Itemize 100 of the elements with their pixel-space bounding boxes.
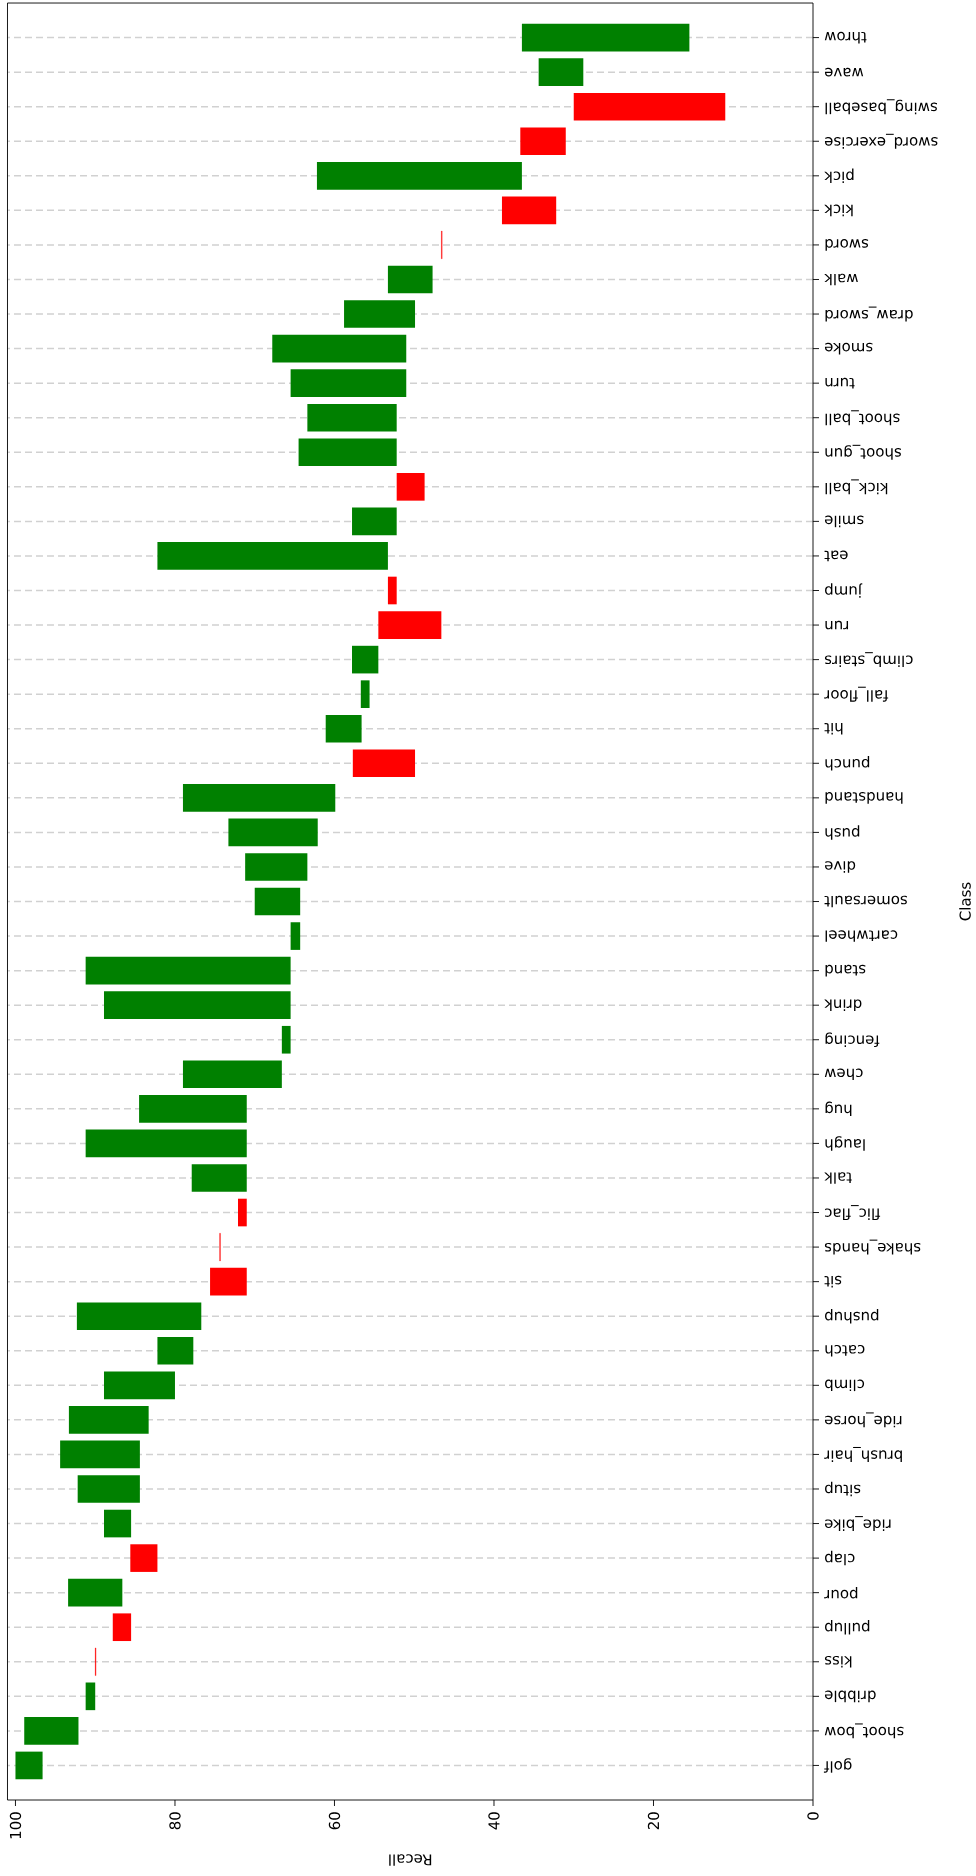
y-tick-label: shoot_bow [824,1723,904,1739]
y-tick-label: cartwheel [825,930,898,942]
y-tick-label: dribble [824,1690,876,1703]
bar [68,1406,149,1434]
bar [307,403,397,432]
bar [24,1717,79,1745]
y-tick-label: somersault [824,895,907,908]
bar [325,714,362,743]
x-tick-label: 40 [488,1812,500,1830]
bar [521,23,690,52]
bar [538,58,584,86]
bar [520,127,566,156]
y-tick-label: golf [823,1758,852,1773]
bar [237,1198,247,1227]
bar [396,473,425,501]
bar [103,1509,132,1538]
y-tick-label: walk [824,273,858,286]
bar [352,507,397,536]
bar [298,438,397,467]
y-tick-label: kick [824,204,853,217]
y-tick-label: wave [824,67,864,77]
bar [103,1371,175,1400]
y-tick-label: shoot_ball [825,410,900,426]
y-tick-label: jump [825,583,863,598]
bar [344,300,416,328]
y-tick-label: climb [825,1379,865,1392]
bar [245,853,308,881]
bar [387,265,433,294]
y-tick-label: pour [824,1586,858,1599]
bar [290,369,407,397]
bar [378,611,442,639]
y-tick-label: kiss [824,1655,852,1668]
bar [157,542,388,570]
y-tick-label: run [825,620,849,630]
bar [76,1302,202,1331]
y-tick-label: climb_stairs [824,652,913,668]
x-tick-label: 100 [9,1812,22,1839]
bar [387,576,397,605]
y-tick-label: situp [825,1481,861,1497]
y-tick-label: laugh [825,1136,865,1151]
bar [352,749,416,778]
y-tick-label: catch [825,1344,865,1357]
bar [85,956,291,985]
y-tick-label: punch [825,756,870,771]
y-tick-label: shoot_gun [825,444,901,460]
y-tick-label: pullup [825,1619,870,1635]
y-tick-label: fall_floor [824,686,889,702]
y-tick-label: hug [825,1101,852,1117]
y-tick-label: shake_hands [824,1239,921,1255]
y-tick-label: sit [824,1275,842,1288]
y-axis-title: Class [959,882,971,921]
y-tick-label: eat [824,550,848,562]
bar [60,1440,140,1469]
y-tick-label: talk [824,1172,852,1184]
y-tick-label: chew [824,1068,863,1081]
y-tick-label: kick_ball [825,479,888,495]
bar [182,1060,282,1089]
y-tick-label: hit [824,723,843,735]
x-tick-label: 60 [328,1812,341,1830]
y-tick-label: stand [825,964,866,977]
x-tick-label: 80 [169,1812,181,1830]
y-tick-label: drink [824,999,862,1011]
y-tick-label: dive [824,861,856,873]
bar [501,196,557,225]
y-tick-label: ride_horse [824,1412,902,1428]
y-tick-label: sword [825,239,869,251]
bar [352,645,379,674]
bar [254,887,301,916]
bar [210,1267,247,1296]
bar [15,1751,43,1780]
bar [85,1682,96,1711]
bar [182,784,336,812]
y-tick-label: turn [825,377,855,389]
bar [103,991,291,1020]
x-axis-title: Recall [389,1854,432,1866]
bar [157,1336,194,1365]
y-tick-label: smoke [824,342,873,355]
y-tick-label: smile [824,515,864,528]
y-tick-label: draw_sword [825,306,913,322]
bar [272,334,407,363]
bar [139,1095,247,1123]
bar [130,1544,158,1572]
y-tick-label: pick [824,168,854,184]
y-tick-label: ride_bike [824,1516,891,1531]
y-tick-label: flic_flac [825,1205,881,1220]
y-tick-label: clap [825,1550,855,1566]
bar [290,922,301,950]
bar [77,1475,140,1503]
y-tick-label: swing_baseball [825,99,937,115]
y-tick-label: throw [824,31,867,44]
y-tick-label: sword_exercise [824,133,938,149]
bar [85,1129,247,1158]
x-tick-label: 0 [807,1812,819,1820]
y-tick-label: push [825,825,860,840]
bar [360,680,370,708]
bar [112,1613,132,1642]
y-tick-label: fencing [825,1032,880,1047]
y-tick-label: handstand [825,792,903,804]
y-tick-label: pushup [825,1308,879,1324]
bar [191,1164,247,1192]
